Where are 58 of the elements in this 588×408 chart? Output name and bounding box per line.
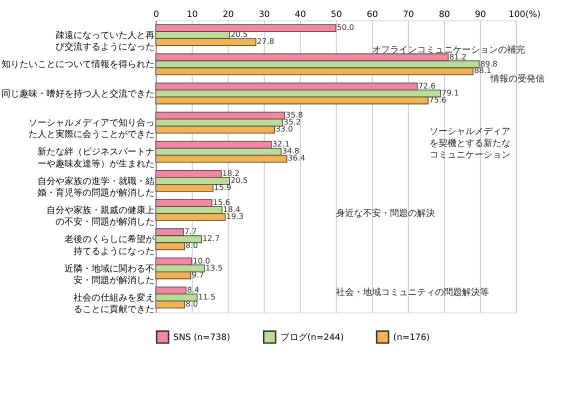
data-label: 10.0 [192, 256, 210, 266]
x-tick-label: 100(%) [508, 10, 541, 20]
x-tick-label: 10 [186, 10, 198, 20]
data-label: 15.6 [212, 198, 230, 207]
y-tick-label: 自分や家族の進学・就職・結婚・育児等の問題が解消した [37, 176, 154, 198]
y-tick-label: 老後のくらしに希望が持てるようになった [64, 234, 156, 257]
data-label: 33.0 [276, 124, 293, 134]
y-tick-label: 社会の仕組みを変えることに貢献できた [73, 292, 154, 316]
x-tick-label: 90 [474, 10, 486, 20]
data-label: 19.3 [226, 212, 244, 221]
y-tick-label: 近隣・地域に関わる不安・問題が解消した [64, 263, 154, 286]
data-label: 81.2 [449, 52, 467, 62]
data-label: 35.8 [286, 110, 304, 120]
data-label: 20.5 [230, 30, 248, 40]
data-label: 50.0 [336, 23, 354, 32]
x-tick-label: 50 [330, 10, 342, 20]
x-tick-label: 60 [366, 10, 378, 20]
data-label: 8.0 [186, 299, 198, 308]
data-label: 12.7 [202, 234, 220, 244]
data-label: 8.4 [186, 285, 200, 294]
data-label: 32.1 [272, 140, 290, 149]
data-label: 13.5 [205, 263, 223, 272]
x-tick-label: 30 [258, 10, 270, 20]
data-label: 8.0 [186, 241, 198, 250]
data-label: 18.4 [223, 204, 240, 214]
data-label: 7.7 [184, 227, 197, 236]
data-label: 20.5 [230, 176, 248, 185]
data-label: 89.8 [480, 59, 498, 68]
data-label: 88.1 [474, 66, 492, 76]
data-label: 35.2 [284, 118, 301, 127]
x-tick-label: 70 [402, 10, 414, 20]
data-label: 75.6 [429, 95, 446, 104]
legend-label: ブログ(n=244) [280, 332, 344, 344]
data-label: 34.8 [282, 146, 300, 156]
y-tick-label: 新たな絆（ビジネスパートナーや趣味友達等）が生まれた [37, 146, 154, 170]
data-label: 11.5 [198, 292, 216, 302]
legend-label: SNS (n=738) [173, 333, 230, 344]
data-label: 18.2 [222, 168, 240, 178]
annotation: 社会・地域コミュニティの問題解決等 [336, 286, 489, 298]
x-tick-label: 0 [153, 10, 160, 20]
data-label: 79.1 [442, 88, 459, 98]
data-label: 9.7 [192, 270, 204, 280]
y-tick-label: 疎遠になっていた人と再び交流するようになった [55, 30, 154, 53]
y-tick-label: 知りたいことについて情報を得られた [1, 59, 154, 70]
x-tick-label: 20 [222, 10, 234, 20]
legend-label: (n=176) [393, 333, 430, 344]
annotation: ソーシャルメディアを契機とする新たなコミュニケーション [430, 127, 511, 161]
annotation: 身近な不安・問題の解決 [336, 208, 435, 219]
x-tick-label: 40 [294, 10, 306, 20]
data-label: 72.6 [418, 81, 436, 90]
annotation: 情報の受発信 [490, 74, 545, 85]
y-tick-label: ソーシャルメディアで知り合った人と実際に会うことができた [28, 118, 154, 140]
y-tick-label: 同じ趣味・嗜好を持つ人と交流できた [1, 88, 154, 100]
y-tick-label: 自分や家族・親戚の健康上の不安・問題が解消した [46, 204, 154, 228]
data-label: 27.8 [256, 37, 274, 46]
x-tick-label: 80 [438, 10, 450, 20]
data-label: 15.9 [214, 182, 232, 192]
data-label: 36.4 [288, 154, 306, 163]
